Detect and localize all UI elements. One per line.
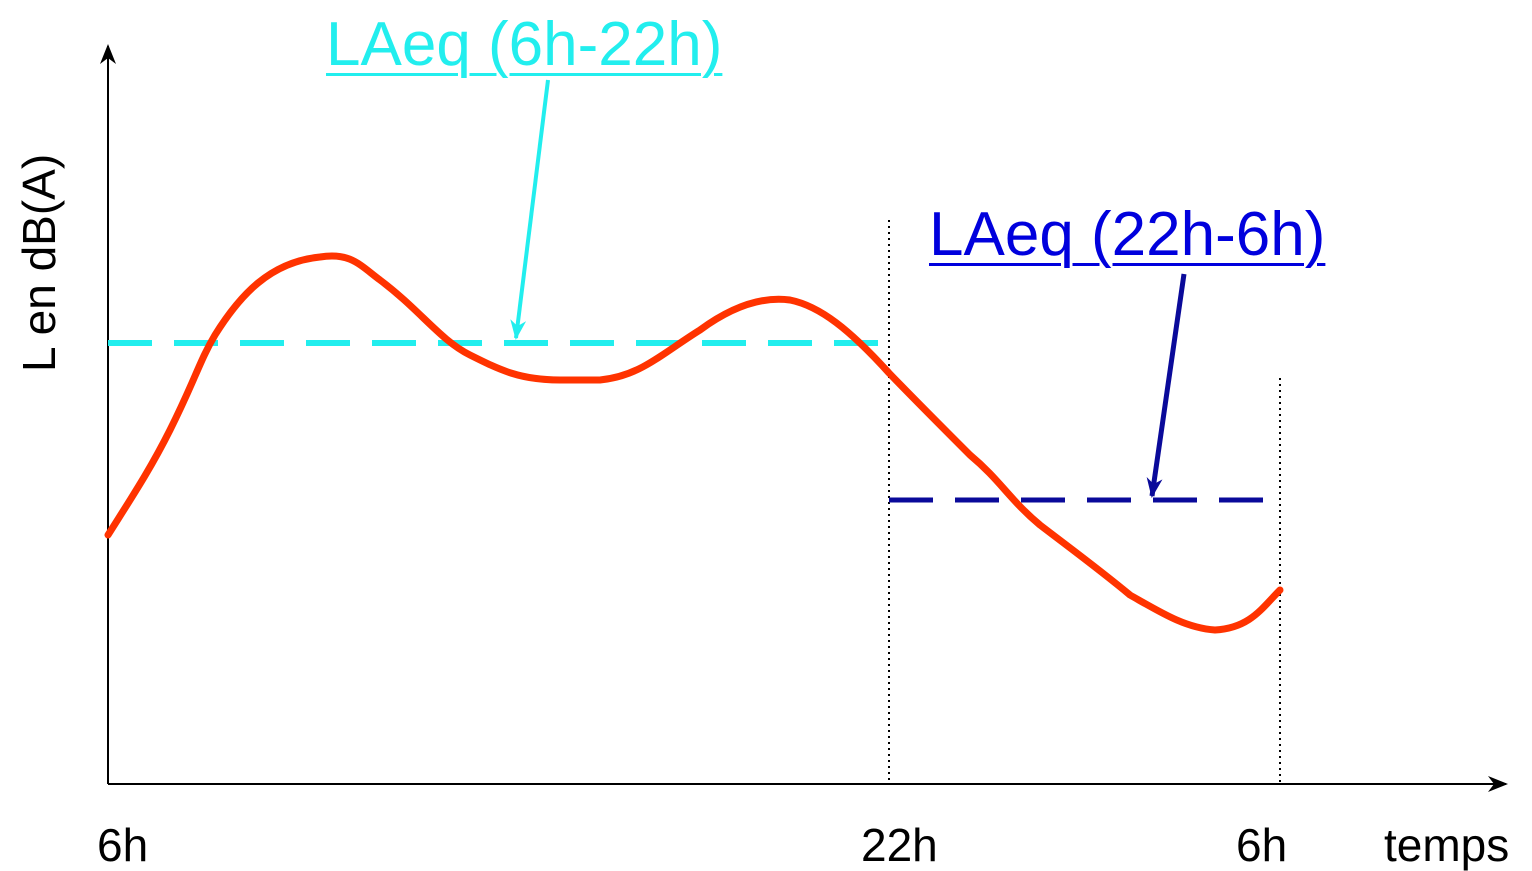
x-tick-22h: 22h — [861, 819, 938, 871]
x-tick-6h-start: 6h — [97, 819, 149, 871]
x-axis-label: temps — [1384, 819, 1510, 871]
x-tick-6h-end: 6h — [1236, 819, 1288, 871]
noise-level-curve — [104, 252, 1284, 634]
day-level-label: LAeq (6h-22h) — [326, 10, 723, 79]
day-level-pointer — [510, 79, 550, 340]
y-axis-label: L en dB(A) — [13, 153, 65, 372]
night-level-label: LAeq (22h-6h) — [929, 200, 1326, 269]
night-level-pointer — [1146, 273, 1187, 498]
